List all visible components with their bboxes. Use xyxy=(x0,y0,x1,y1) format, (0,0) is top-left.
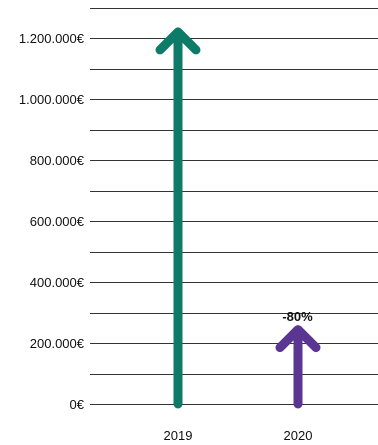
arrow-head xyxy=(275,325,321,353)
x-category-label: 2020 xyxy=(284,428,313,443)
y-tick-label: 600.000€ xyxy=(30,214,85,229)
bar-2020 xyxy=(275,325,321,409)
x-axis-category-labels: 2019 2020 xyxy=(164,428,313,443)
y-tick-label: 200.000€ xyxy=(30,336,85,351)
y-axis-tick-labels: 0€ 200.000€ 400.000€ 600.000€ 800.000€ 1.000.… xyxy=(19,31,85,412)
y-tick-label: 1.000.000€ xyxy=(19,92,85,107)
y-tick-label: 800.000€ xyxy=(30,153,85,168)
grid xyxy=(90,8,378,405)
x-category-label: 2019 xyxy=(164,428,193,443)
y-tick-label: 400.000€ xyxy=(30,275,85,290)
arrow-head xyxy=(155,27,201,55)
y-tick-label: 1.200.000€ xyxy=(19,31,85,46)
annotation: -80% xyxy=(282,309,313,324)
arrow-bars xyxy=(155,27,321,409)
bar-2019 xyxy=(155,27,201,409)
y-tick-label: 0€ xyxy=(70,397,85,412)
change-annotation: -80% xyxy=(282,309,313,324)
